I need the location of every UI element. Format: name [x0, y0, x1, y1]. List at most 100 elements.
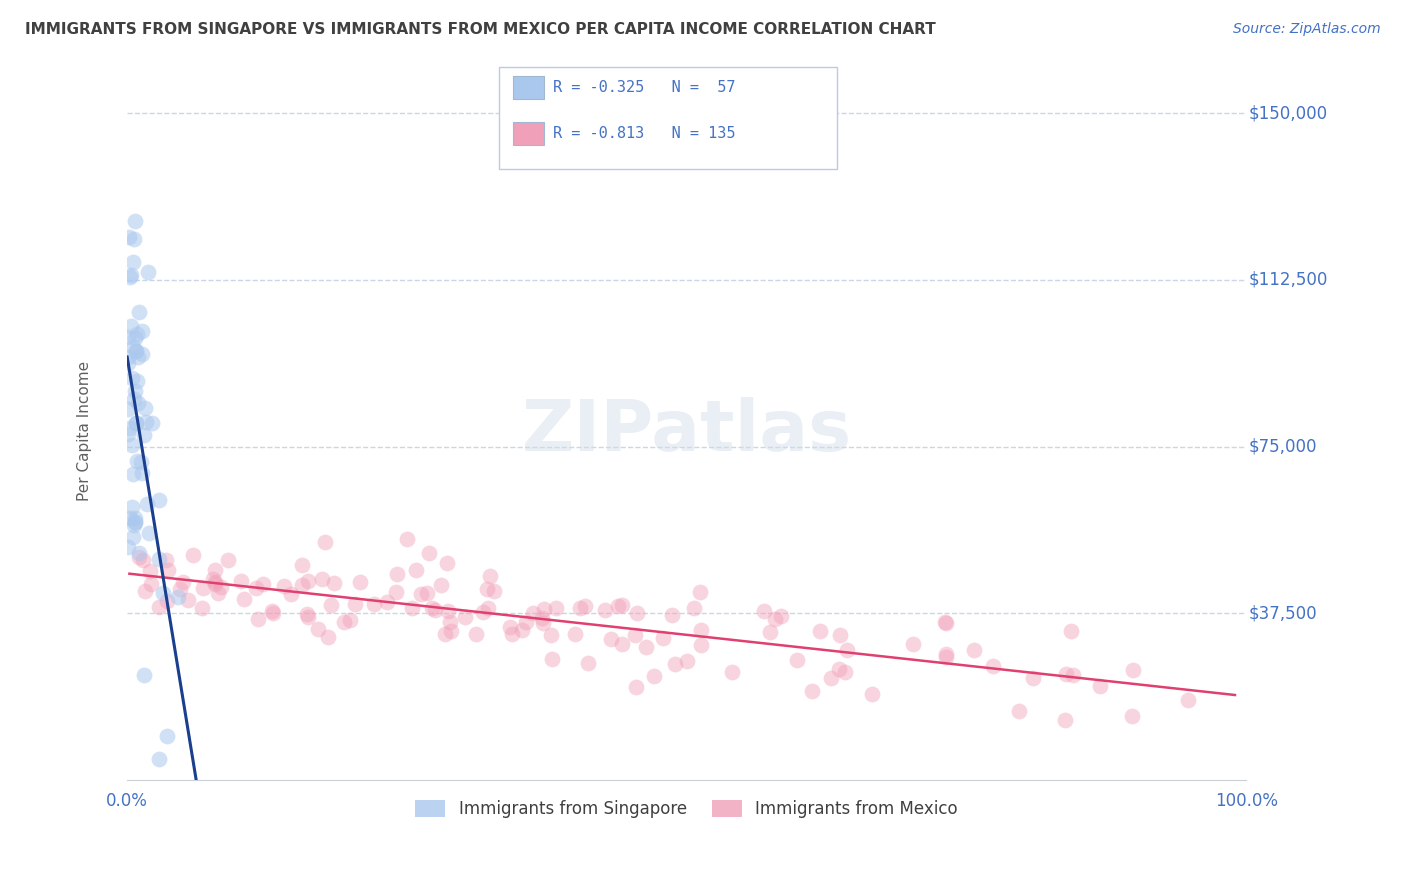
- Point: [425, 603, 447, 617]
- Point: [569, 600, 592, 615]
- Point: [136, 265, 159, 279]
- Point: [901, 637, 924, 651]
- Point: [437, 605, 460, 619]
- Point: [453, 610, 475, 624]
- Point: [1008, 704, 1031, 718]
- Point: [155, 553, 177, 567]
- Point: [148, 599, 170, 614]
- Point: [117, 350, 139, 364]
- Point: [540, 628, 562, 642]
- Point: [120, 268, 142, 282]
- Point: [763, 612, 786, 626]
- Point: [314, 535, 336, 549]
- Point: [181, 548, 204, 562]
- Point: [610, 598, 633, 612]
- Point: [981, 658, 1004, 673]
- Point: [172, 575, 194, 590]
- Text: R = -0.325   N =  57: R = -0.325 N = 57: [553, 80, 735, 95]
- Point: [530, 611, 553, 625]
- Point: [1177, 693, 1199, 707]
- Point: [1062, 667, 1084, 681]
- Point: [834, 665, 856, 679]
- Point: [124, 515, 146, 529]
- Point: [808, 624, 831, 638]
- Point: [122, 530, 145, 544]
- Point: [260, 603, 283, 617]
- Point: [418, 546, 440, 560]
- Point: [148, 752, 170, 766]
- Point: [217, 553, 239, 567]
- Point: [291, 578, 314, 592]
- Point: [800, 683, 823, 698]
- Point: [1060, 624, 1083, 639]
- Point: [252, 577, 274, 591]
- Point: [204, 563, 226, 577]
- Text: ZIPatlas: ZIPatlas: [522, 397, 852, 466]
- Point: [124, 331, 146, 345]
- Point: [689, 585, 711, 599]
- Point: [127, 350, 149, 364]
- Point: [690, 624, 713, 638]
- Point: [156, 594, 179, 608]
- Point: [131, 324, 153, 338]
- Point: [934, 615, 956, 629]
- Point: [191, 601, 214, 615]
- Point: [134, 668, 156, 682]
- Point: [245, 581, 267, 595]
- Point: [117, 401, 139, 416]
- Point: [118, 230, 141, 244]
- Point: [135, 497, 157, 511]
- Point: [167, 590, 190, 604]
- Point: [860, 687, 883, 701]
- Point: [297, 610, 319, 624]
- Point: [122, 232, 145, 246]
- Point: [117, 356, 139, 370]
- Point: [837, 642, 859, 657]
- Point: [1122, 663, 1144, 677]
- Point: [349, 574, 371, 589]
- Point: [321, 598, 343, 612]
- Point: [207, 585, 229, 599]
- Point: [935, 615, 957, 630]
- Point: [1022, 671, 1045, 685]
- Point: [124, 392, 146, 407]
- Point: [117, 330, 139, 344]
- Point: [1054, 713, 1077, 727]
- Point: [531, 616, 554, 631]
- Point: [122, 340, 145, 354]
- Point: [574, 599, 596, 613]
- Point: [1121, 709, 1143, 723]
- Point: [375, 595, 398, 609]
- Point: [652, 631, 675, 645]
- Legend: Immigrants from Singapore, Immigrants from Mexico: Immigrants from Singapore, Immigrants fr…: [409, 793, 965, 824]
- Point: [229, 574, 252, 588]
- Point: [131, 467, 153, 481]
- Point: [156, 729, 179, 743]
- Point: [121, 371, 143, 385]
- Point: [117, 540, 139, 554]
- Point: [510, 623, 533, 637]
- Point: [661, 607, 683, 622]
- Text: $150,000: $150,000: [1249, 104, 1327, 122]
- Point: [125, 416, 148, 430]
- Point: [204, 577, 226, 591]
- Point: [323, 575, 346, 590]
- Point: [125, 327, 148, 342]
- Point: [439, 615, 461, 629]
- Point: [138, 564, 160, 578]
- Text: R = -0.813   N = 135: R = -0.813 N = 135: [553, 127, 735, 141]
- Point: [420, 601, 443, 615]
- Point: [141, 416, 163, 430]
- Point: [176, 593, 198, 607]
- Point: [472, 605, 495, 619]
- Point: [232, 592, 254, 607]
- Point: [828, 662, 851, 676]
- Point: [820, 671, 842, 685]
- Point: [752, 604, 775, 618]
- Point: [122, 467, 145, 481]
- Point: [134, 583, 156, 598]
- Point: [720, 665, 742, 679]
- Point: [339, 613, 361, 627]
- Point: [125, 343, 148, 358]
- Point: [134, 401, 156, 415]
